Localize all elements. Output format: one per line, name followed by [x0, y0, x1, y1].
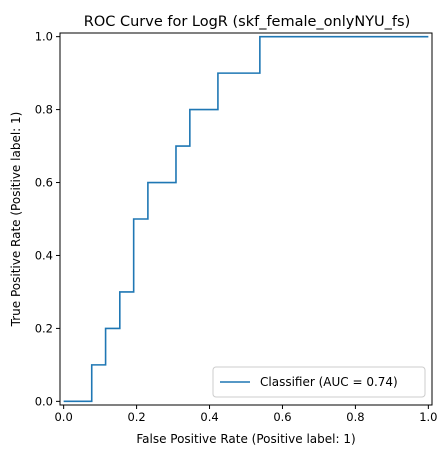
x-tick-label: 0.0	[54, 410, 72, 424]
x-ticks: 0.0 0.2 0.4 0.6 0.8 1.0	[54, 405, 438, 424]
y-tick-label: 1.0	[35, 30, 53, 44]
y-axis-label: True Positive Rate (Positive label: 1)	[9, 112, 23, 328]
y-tick-label: 0.2	[35, 321, 53, 335]
y-ticks: 0.0 0.2 0.4 0.6 0.8 1.0	[35, 30, 60, 408]
y-tick-label: 0.6	[35, 176, 53, 190]
x-tick-label: 0.6	[273, 410, 291, 424]
plot-frame	[59, 32, 433, 406]
x-tick-label: 0.8	[346, 410, 364, 424]
chart-title: ROC Curve for LogR (skf_female_onlyNYU_f…	[84, 14, 411, 30]
y-tick-label: 0.8	[35, 103, 53, 117]
roc-series-line	[63, 35, 429, 403]
y-tick-label: 0.4	[35, 248, 53, 262]
legend: Classifier (AUC = 0.74)	[212, 366, 426, 398]
plot-area: 0.0 0.2 0.4 0.6 0.8 1.0 0.0 0.2 0.4 0.6 0.8 1.0	[35, 30, 438, 424]
x-axis-label: False Positive Rate (Positive label: 1)	[136, 432, 355, 446]
x-tick-label: 1.0	[419, 410, 437, 424]
legend-label: Classifier (AUC = 0.74)	[260, 375, 398, 389]
x-tick-label: 0.2	[127, 410, 145, 424]
series-layer	[63, 35, 429, 403]
x-tick-label: 0.4	[200, 410, 218, 424]
y-tick-label: 0.0	[35, 394, 53, 408]
legend-box	[212, 366, 426, 398]
